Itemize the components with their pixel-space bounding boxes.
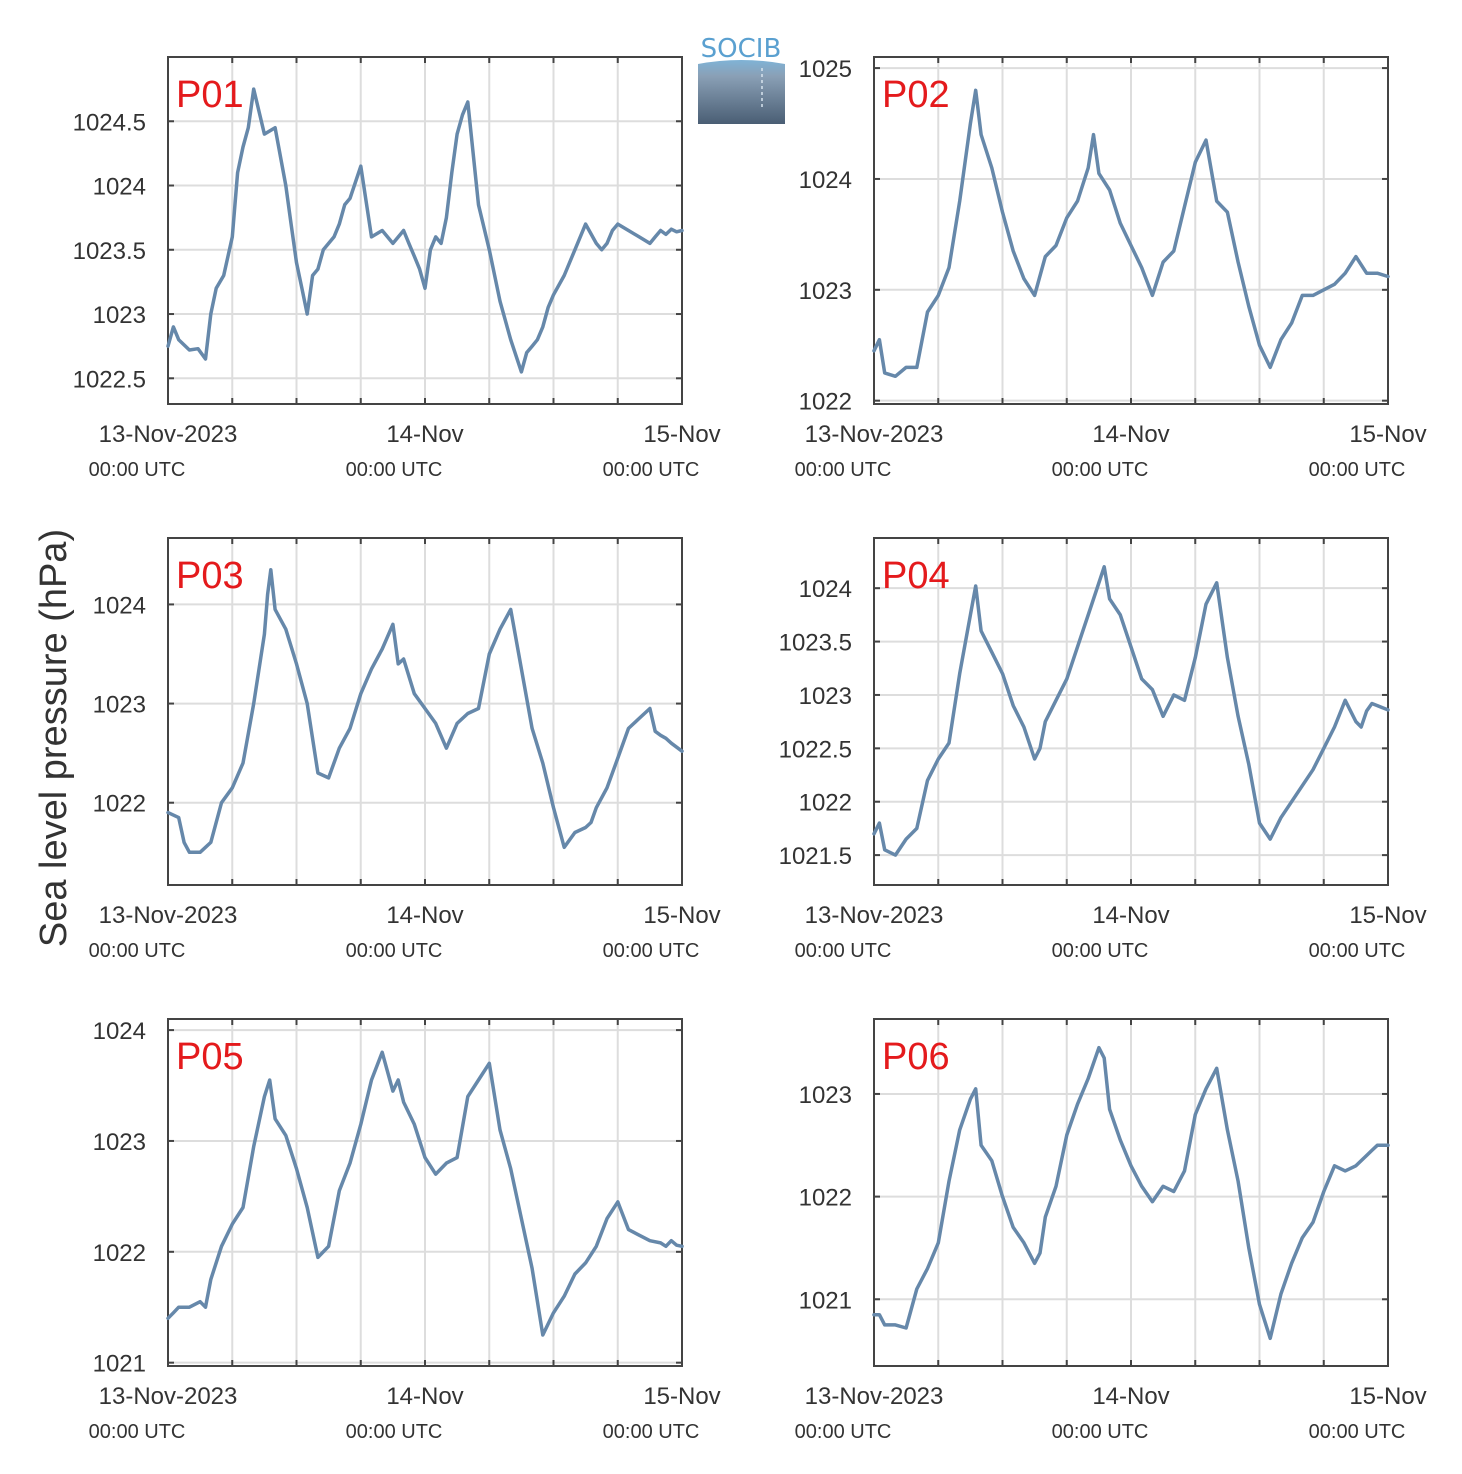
x-tick-label: 14-Nov <box>386 1383 463 1410</box>
y-tick-label: 1024 <box>799 576 852 603</box>
y-tick-label: 1025 <box>799 56 852 83</box>
x-tick-label: 13-Nov-2023 <box>805 902 944 929</box>
x-tick-sublabel: 00:00 UTC <box>346 1421 443 1443</box>
y-tick-label: 1023 <box>93 692 146 719</box>
panel-p05: 1021 1022 1023 1024 13-Nov-2023 00:00 UTC 14-N… <box>89 1018 721 1443</box>
x-tick-label: 15-Nov <box>643 902 720 929</box>
x-tick-label: 14-Nov <box>1092 902 1169 929</box>
x-tick-sublabel: 00:00 UTC <box>1309 459 1406 481</box>
y-tick-label: 1021 <box>799 1287 852 1314</box>
y-tick-label: 1024 <box>93 592 146 619</box>
panel-label: P04 <box>882 555 950 597</box>
y-tick-label: 1023 <box>799 683 852 710</box>
y-tick-label: 1024.5 <box>73 109 146 136</box>
logo-text: SOCIB <box>701 34 782 64</box>
x-tick-sublabel: 00:00 UTC <box>89 459 186 481</box>
panel-p04: 1021.5 1022 1022.5 1023 1023.5 1024 13-Nov-202… <box>779 537 1427 962</box>
x-tick-sublabel: 00:00 UTC <box>89 1421 186 1443</box>
x-tick-label: 14-Nov <box>1092 421 1169 448</box>
series-line <box>166 1050 684 1337</box>
y-tick-label: 1024 <box>799 167 852 194</box>
y-tick-label: 1022 <box>799 790 852 817</box>
x-tick-label: 13-Nov-2023 <box>805 421 944 448</box>
x-tick-label: 14-Nov <box>1092 1383 1169 1410</box>
x-tick-sublabel: 00:00 UTC <box>1309 1421 1406 1443</box>
x-tick-sublabel: 00:00 UTC <box>795 1421 892 1443</box>
series-line <box>872 88 1390 379</box>
x-tick-sublabel: 00:00 UTC <box>346 459 443 481</box>
y-tick-label: 1023 <box>799 1082 852 1109</box>
x-tick-label: 15-Nov <box>643 421 720 448</box>
y-tick-label: 1021.5 <box>779 843 852 870</box>
x-tick-sublabel: 00:00 UTC <box>795 940 892 962</box>
y-tick-label: 1022 <box>799 389 852 416</box>
x-tick-sublabel: 00:00 UTC <box>603 1421 700 1443</box>
x-tick-label: 15-Nov <box>1349 1383 1426 1410</box>
x-tick-sublabel: 00:00 UTC <box>89 940 186 962</box>
panel-p02: 1022 1023 1024 1025 13-Nov-2023 00:00 UTC 14-N… <box>795 56 1427 481</box>
y-tick-label: 1023 <box>93 302 146 329</box>
x-tick-sublabel: 00:00 UTC <box>603 459 700 481</box>
y-tick-label: 1023 <box>93 1129 146 1156</box>
x-tick-sublabel: 00:00 UTC <box>1052 940 1149 962</box>
series-line <box>166 87 684 374</box>
y-tick-label: 1022.5 <box>73 366 146 393</box>
x-tick-label: 13-Nov-2023 <box>99 1383 238 1410</box>
panel-p01: 1022.5 1023 1023.5 1024 1024.5 13-Nov-2023 00:… <box>73 56 721 481</box>
x-tick-sublabel: 00:00 UTC <box>1309 940 1406 962</box>
y-tick-label: 1023 <box>799 278 852 305</box>
x-tick-sublabel: 00:00 UTC <box>1052 1421 1149 1443</box>
series-line <box>166 567 684 855</box>
grid <box>874 538 1388 885</box>
y-tick-label: 1024 <box>93 174 146 201</box>
panel-label: P03 <box>176 555 244 597</box>
panel-label: P02 <box>882 74 950 116</box>
series-line <box>872 1045 1390 1341</box>
x-tick-label: 15-Nov <box>643 1383 720 1410</box>
panel-p03: 1022 1023 1024 13-Nov-2023 00:00 UTC 14-Nov 00… <box>89 537 721 962</box>
x-tick-label: 13-Nov-2023 <box>99 902 238 929</box>
y-tick-label: 1022 <box>93 1240 146 1267</box>
y-tick-label: 1021 <box>93 1351 146 1378</box>
y-tick-label: 1022 <box>93 791 146 818</box>
x-tick-sublabel: 00:00 UTC <box>346 940 443 962</box>
grid <box>874 1019 1388 1366</box>
x-tick-label: 13-Nov-2023 <box>805 1383 944 1410</box>
panel-label: P01 <box>176 74 244 116</box>
x-tick-label: 14-Nov <box>386 902 463 929</box>
x-tick-label: 15-Nov <box>1349 902 1426 929</box>
y-tick-label: 1023.5 <box>73 238 146 265</box>
x-tick-label: 13-Nov-2023 <box>99 421 238 448</box>
y-tick-label: 1024 <box>93 1018 146 1045</box>
x-tick-sublabel: 00:00 UTC <box>603 940 700 962</box>
x-tick-label: 14-Nov <box>386 421 463 448</box>
x-tick-sublabel: 00:00 UTC <box>1052 459 1149 481</box>
panel-label: P05 <box>176 1036 244 1078</box>
panel-p06: 1021 1022 1023 13-Nov-2023 00:00 UTC 14-Nov 00… <box>795 1018 1427 1443</box>
grid <box>874 57 1388 404</box>
y-tick-label: 1022 <box>799 1185 852 1212</box>
panel-label: P06 <box>882 1036 950 1078</box>
grid <box>168 57 682 404</box>
x-tick-sublabel: 00:00 UTC <box>795 459 892 481</box>
y-axis-title: Sea level pressure (hPa) <box>33 529 75 947</box>
chart-panels: 1022.5 1023 1023.5 1024 1024.5 13-Nov-2023 00:… <box>73 56 1427 1443</box>
series-line <box>872 565 1390 857</box>
y-tick-label: 1022.5 <box>779 736 852 763</box>
y-tick-label: 1023.5 <box>779 630 852 657</box>
socib-logo: SOCIB <box>698 34 785 124</box>
x-tick-label: 15-Nov <box>1349 421 1426 448</box>
